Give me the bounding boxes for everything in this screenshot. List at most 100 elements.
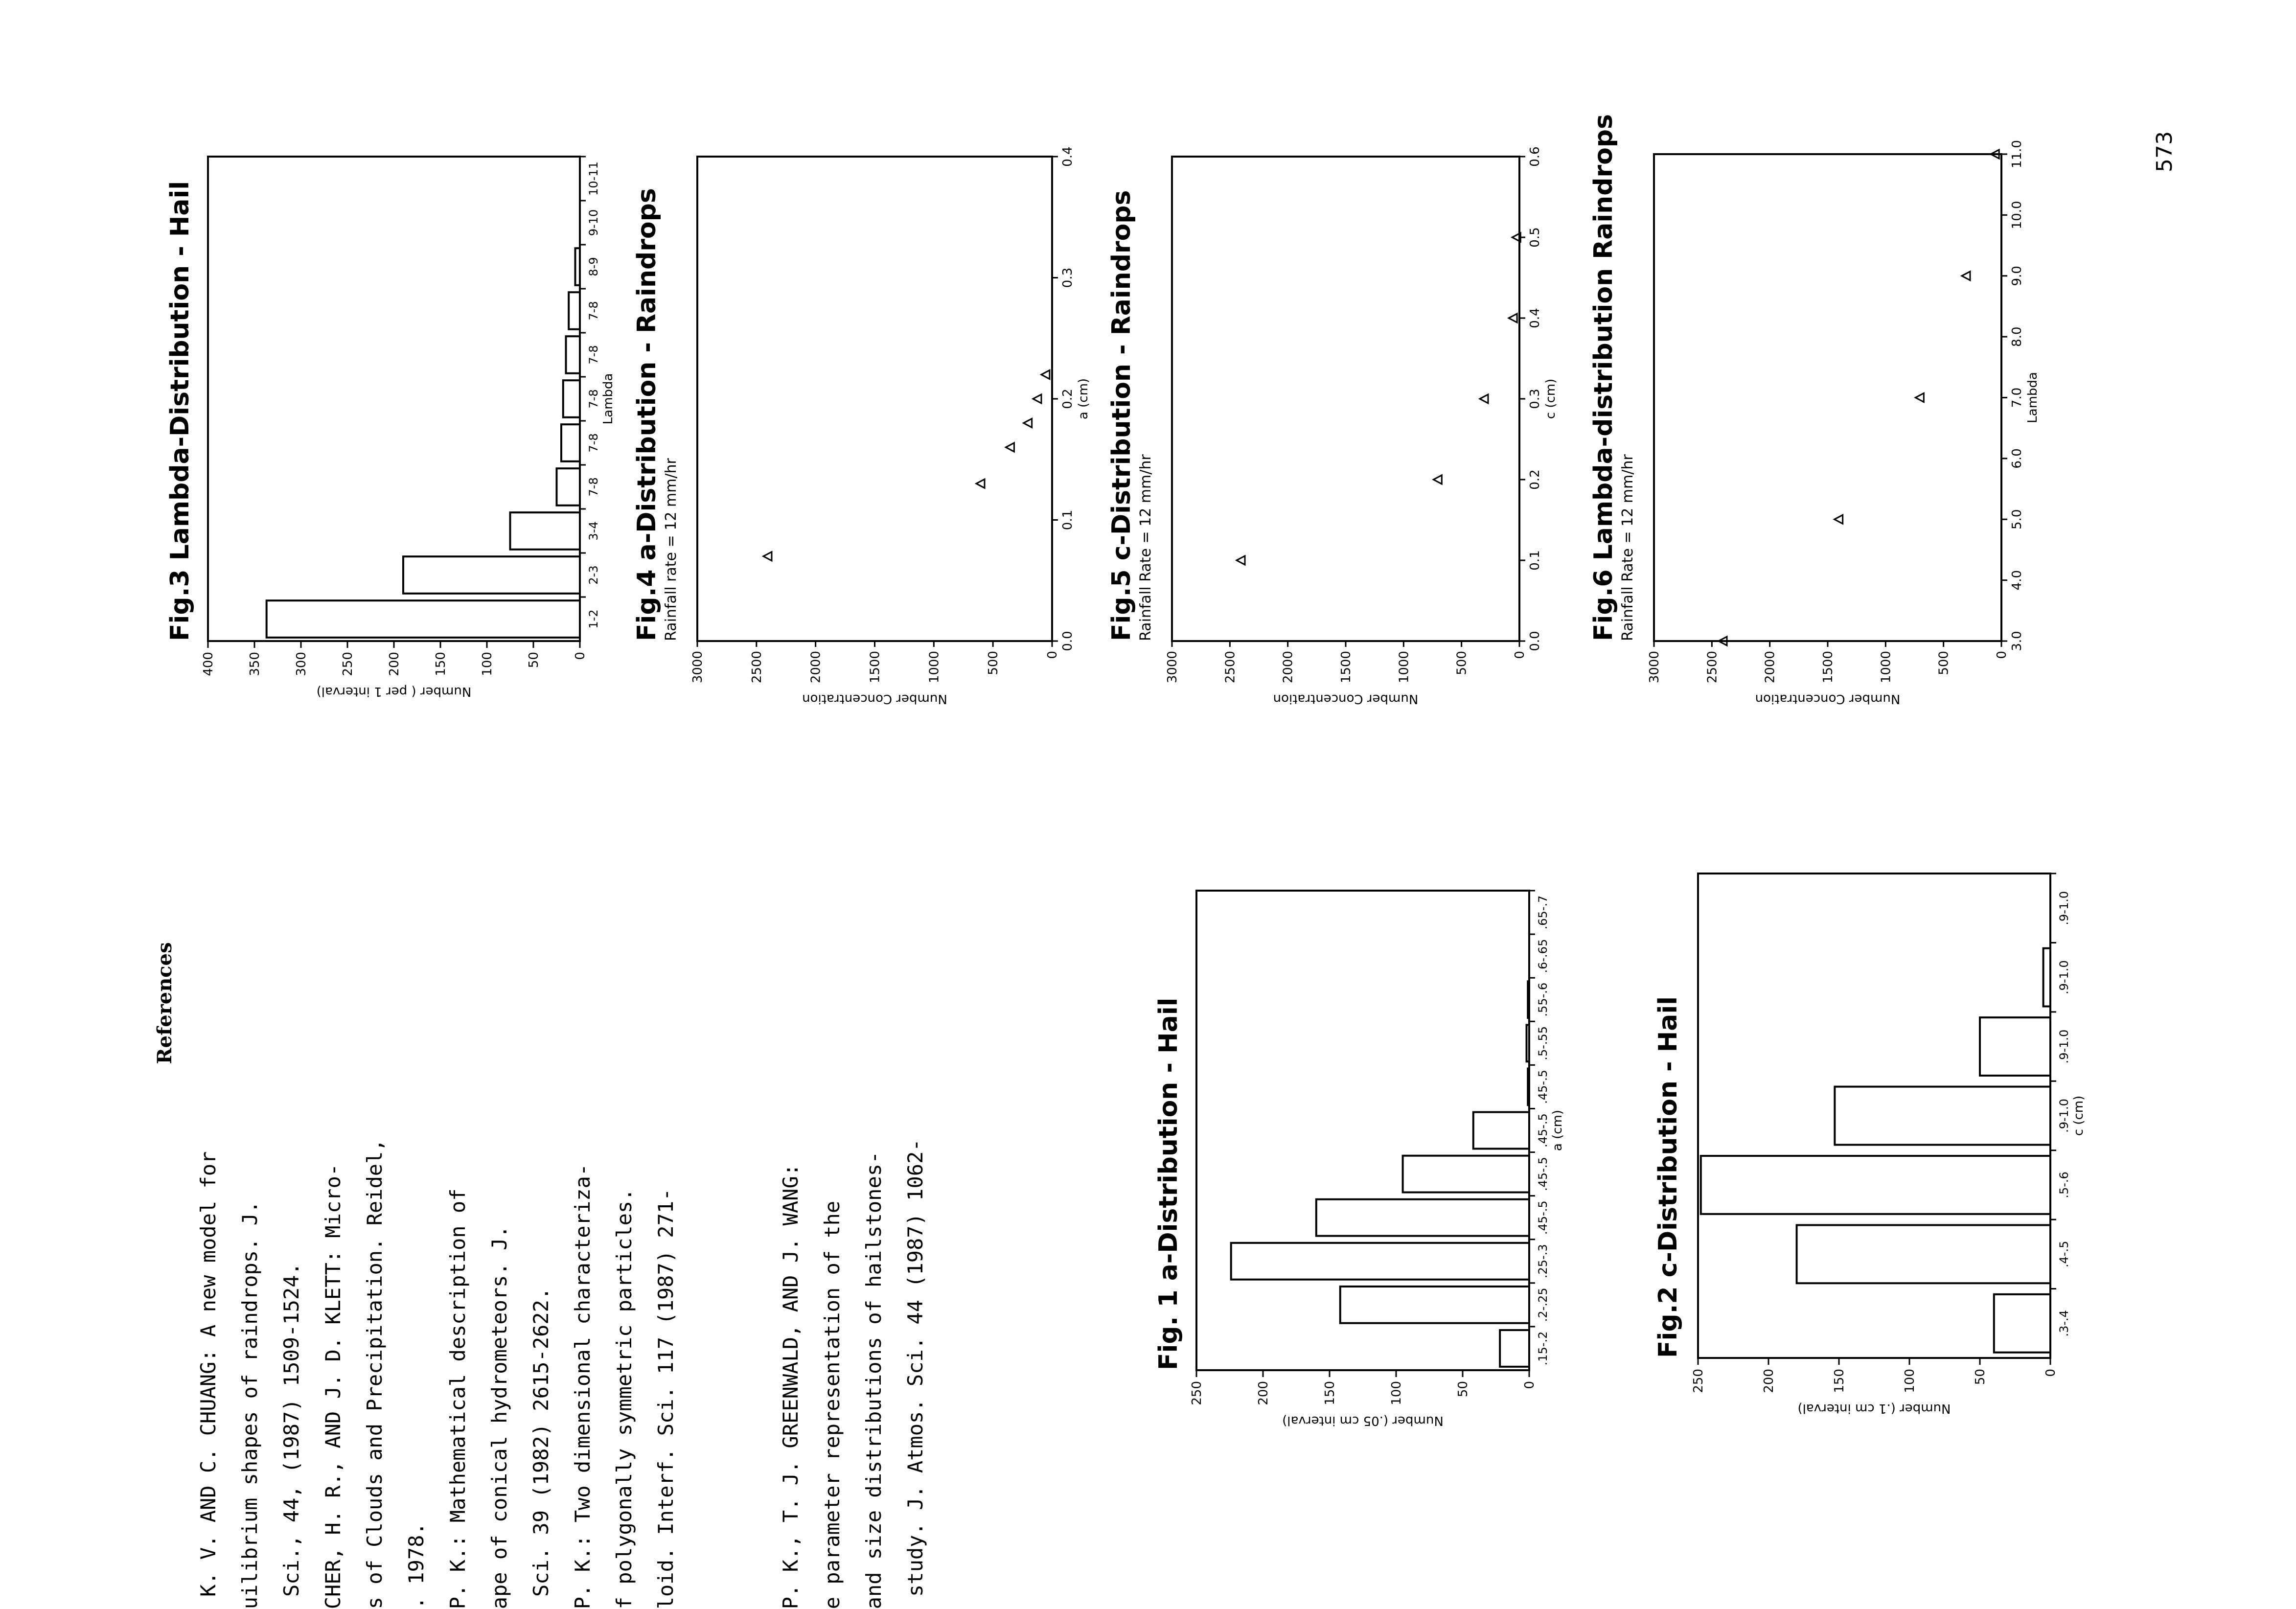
value-tick-label: 0 [1522,1381,1537,1389]
plot-frame [207,156,581,642]
data-point [1989,148,2000,160]
value-tick-label: 50 [1973,1369,1988,1385]
category-label: .45-.5 [1536,1113,1550,1148]
references-heading: References [153,942,176,1064]
value-tick-label: 250 [341,652,355,676]
category-label: .6-.65 [1536,939,1550,973]
category-label: 7-8 [587,389,600,408]
y-tick-label: 3000 [1647,651,1662,683]
bar [1472,1111,1530,1150]
reference-line: the shape of conical hydrometeors. J. [487,1225,511,1609]
value-tick-label: 50 [1456,1381,1470,1397]
data-point [1235,554,1246,566]
data-point [1833,513,1844,525]
bar [1315,1198,1530,1237]
bar [1339,1285,1530,1324]
data-point [1914,392,1925,403]
x-tick-label: 7.0 [2010,388,2024,408]
x-tick-label: 10.0 [2010,201,2024,229]
x-tick-label: 0.1 [1528,550,1542,570]
reference-line: physics of Clouds and Precipitation. Rei… [363,1139,387,1609]
bar [1401,1154,1530,1194]
value-tick-label: 400 [201,652,216,676]
plot-frame [1653,153,2002,642]
y-tick-label: 3000 [690,651,705,683]
fig1-a-distribution-hail: 0 50 100 150 200 250 Number (.05 cm interval).… [1154,890,1565,1428]
y-tick-label: 1500 [1339,651,1354,683]
bar [1979,1016,2051,1077]
y-tick-label: 0 [1045,651,1060,659]
x-tick-label: 0.5 [1528,227,1542,247]
data-point [1004,441,1015,453]
x-tick-label: 6.0 [2010,448,2024,468]
plot-frame [1697,873,2051,1359]
x-tick-label: 0.0 [1060,631,1075,651]
x-tick-label: 0.4 [1060,146,1075,166]
bar [1699,1155,2051,1215]
reference-line: WANG, P. K.: Mathematical description of [446,1189,470,1609]
y-axis-label: Number Concentration [1755,691,1901,706]
y-tick-label: 1500 [868,651,883,683]
value-tick-label: 350 [248,652,262,676]
chart-subtitle: Rainfall rate = 12 mm/hr [663,458,680,641]
bar [560,423,581,462]
data-point [1031,393,1042,405]
bar [1834,1085,2051,1146]
reference-line: shape and size distributions of hailston… [862,1151,886,1609]
y-axis-label: Number Concentration [1273,691,1419,706]
fig6-lambda-distribution-raindrops: 3.0 4.0 5.0 6.0 7.0 8.0 9.0 10.0 11.0 Lambda 0 500 1… [1589,114,2040,706]
bar [1795,1224,2051,1285]
fig4-a-distribution-raindrops: 0.0 0.1 0.2 0.3 0.4 a (cm) 0 500 1000 1500 2000 250… [632,146,1091,706]
value-tick-label: 200 [1256,1381,1271,1405]
x-tick-label: 3.0 [2010,631,2024,651]
y-tick-label: 1000 [927,651,941,683]
x-tick-label: 0.4 [1528,308,1542,328]
x-axis-label: Lambda [2025,372,2040,423]
reference-line: WANG, P. K.: Two dimensional characteriz… [571,1164,595,1609]
references-block: References BEARD, K. V. AND C. CHUANG: A… [153,942,927,1609]
y-tick-label: 1500 [1821,651,1836,683]
reference-line: Atmos. Sci., 44, (1987) 1509-1524. [279,1263,303,1609]
data-point [1432,474,1443,485]
category-label: 7-8 [587,477,600,496]
category-label: .9-1.0 [2057,1030,2071,1064]
x-tick-label: 11.0 [2010,140,2024,168]
bar [1230,1241,1530,1281]
bar [1527,980,1530,1019]
x-tick-label: 4.0 [2010,570,2024,590]
category-label: 1-2 [587,609,600,628]
y-tick-label: 3000 [1165,651,1180,683]
value-axis-label: Number (.1 cm interval) [1797,1401,1951,1416]
category-label: 9-10 [587,209,600,236]
chart-title: Fig. 1 a-Distribution - Hail [1154,998,1183,1370]
x-tick-label: 0.2 [1528,469,1542,489]
category-label: .3-.4 [2057,1310,2071,1336]
value-tick-label: 300 [294,652,309,676]
y-tick-label: 0 [1513,651,1527,659]
chart-title: Fig.2 c-Distribution - Hail [1653,996,1683,1358]
y-axis-label: Number Concentration [802,691,947,706]
value-axis-label: Number (.05 cm interval) [1282,1413,1444,1428]
reference-line: J. Colloid. Interf. Sci. 117 (1987) 271- [654,1189,678,1609]
category-label: .45-.5 [1536,1070,1550,1104]
y-tick-label: 500 [986,651,1001,675]
reference-line: WANG, P. K., T. J. GREENWALD, AND J. WAN… [779,1164,803,1609]
x-tick-label: 8.0 [2010,326,2024,346]
category-label: 7-8 [587,301,600,320]
y-tick-label: 500 [1455,651,1469,675]
page-number: 573 [2152,131,2177,172]
data-point [1507,312,1518,324]
bar [562,379,581,418]
value-tick-label: 150 [1832,1369,1847,1393]
y-tick-label: 2000 [809,651,824,683]
references-lines: BEARD, K. V. AND C. CHUANG: A new model … [196,1139,927,1609]
data-point [1717,635,1728,647]
chart-title: Fig.3 Lambda-Distribution - Hail [165,181,195,641]
x-tick-label: 9.0 [2010,266,2024,286]
category-label: .9-1.0 [2057,1099,2071,1133]
reference-line: A case study. J. Atmos. Sci. 44 (1987) 1… [903,1139,927,1609]
value-tick-label: 0 [573,652,588,660]
bar [509,511,581,551]
x-tick-label: 0.3 [1060,268,1075,288]
